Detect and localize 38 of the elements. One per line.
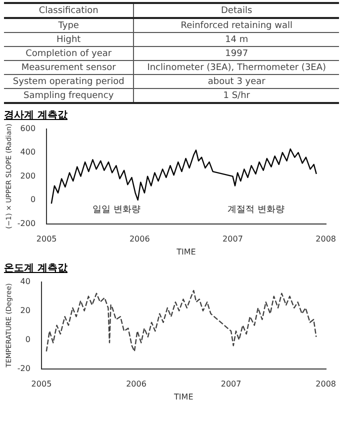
text: Type bbox=[4, 18, 134, 32]
annotation: 일일 변화량 bbox=[92, 205, 140, 216]
y-tick-label: 0 bbox=[30, 195, 36, 204]
y-tick-label: 200 bbox=[20, 171, 36, 180]
text: Completion of year bbox=[4, 46, 134, 60]
text: 14 m bbox=[134, 32, 339, 46]
x-tick-label: 2007 bbox=[220, 380, 242, 389]
x-tick-label: 2008 bbox=[316, 234, 336, 244]
x-axis-title: TIME bbox=[173, 392, 194, 402]
x-tick-label: 2008 bbox=[316, 380, 336, 389]
x-axis-title: TIME bbox=[176, 247, 196, 256]
x-tick-label: 2007 bbox=[222, 234, 243, 244]
text: Classification bbox=[4, 3, 134, 18]
text: Reinforced retaining wall bbox=[134, 18, 339, 32]
text: 1 S/hr bbox=[134, 88, 339, 103]
x-tick-label: 2005 bbox=[36, 234, 57, 244]
text: Inclinometer (3EA), Thermometer (3EA) bbox=[134, 60, 339, 74]
annotation: 계절적 변화량 bbox=[228, 205, 284, 216]
chart-title: 경사계 계측값 bbox=[4, 109, 68, 121]
text: 1997 bbox=[134, 46, 339, 60]
y-tick-label: 600 bbox=[20, 124, 36, 133]
y-tick-label: 400 bbox=[20, 148, 36, 157]
x-tick-label: 2006 bbox=[129, 234, 150, 244]
text: Sampling frequency bbox=[4, 88, 134, 103]
text: System operating period bbox=[4, 74, 134, 88]
chart-title: 온도계 계측값 bbox=[4, 262, 68, 274]
text: Details bbox=[134, 3, 339, 18]
y-tick-label: -20 bbox=[17, 364, 30, 373]
y-tick-label: 40 bbox=[20, 276, 30, 286]
x-tick-label: 2006 bbox=[126, 380, 146, 389]
text: Hight bbox=[4, 32, 134, 46]
x-tick-label: 2005 bbox=[31, 380, 52, 389]
text: Measurement sensor bbox=[4, 60, 134, 74]
y-tick-label: 20 bbox=[20, 306, 30, 315]
y-tick-label: 0 bbox=[25, 334, 30, 344]
line-series bbox=[46, 290, 317, 352]
y-tick-label: -200 bbox=[17, 218, 36, 228]
text: about 3 year bbox=[134, 74, 339, 88]
